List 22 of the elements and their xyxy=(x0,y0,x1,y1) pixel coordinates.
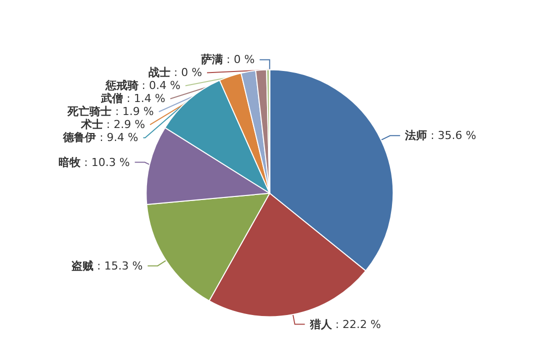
text: : 0 % xyxy=(174,66,202,80)
category-label: 战士 xyxy=(148,66,170,80)
data-label: : 0.4 % xyxy=(138,79,180,92)
slice-label: 猎人 xyxy=(308,318,333,331)
data-label: : 1.9 % xyxy=(112,105,154,118)
slice-label: 死亡骑士 xyxy=(66,105,112,118)
slice-label: 德鲁伊 xyxy=(62,131,96,144)
slice-label: 惩戒骑 xyxy=(104,79,138,92)
category-label: 萨满 xyxy=(201,53,224,66)
data-label: : 35.6 % xyxy=(427,129,476,142)
text: : 0 % xyxy=(226,53,255,66)
data-label: : 22.2 % xyxy=(332,318,381,331)
data-label: : 2.9 % xyxy=(102,118,146,132)
slice-label: 暗牧 xyxy=(58,156,82,169)
data-label: : 9.4 % xyxy=(96,131,138,144)
data-label: : 10.3 % xyxy=(80,156,130,169)
slice-label: 术士 xyxy=(80,118,103,132)
slice-label: 盗贼 xyxy=(72,259,94,272)
slice-label: 武僧 xyxy=(100,92,124,106)
data-label: : 15.3 % xyxy=(94,259,143,272)
slice-label: 法师 xyxy=(404,129,428,142)
data-label: : 1.4 % xyxy=(123,92,166,106)
